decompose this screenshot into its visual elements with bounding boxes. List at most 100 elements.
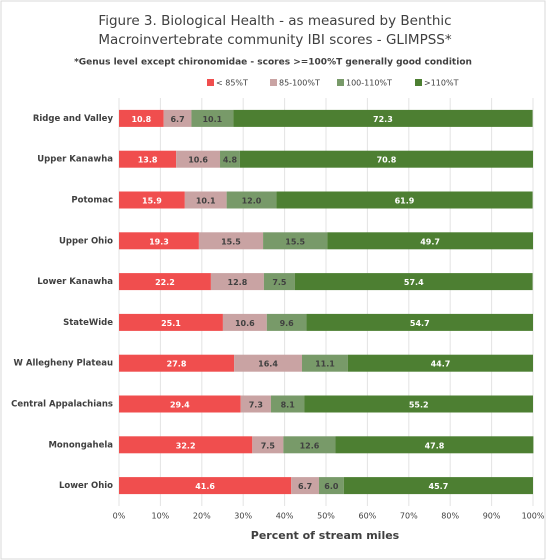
data-label: 32.2	[176, 441, 196, 450]
data-label: 6.7	[170, 115, 184, 124]
bar-segment	[263, 232, 328, 250]
bar-segment	[318, 477, 344, 495]
y-tick-label: StateWide	[63, 318, 113, 328]
x-tick-label: 90%	[483, 512, 501, 521]
bar-segment	[119, 395, 241, 413]
y-tick-label: W Allegheny Plateau	[14, 359, 113, 369]
data-label: 7.5	[261, 441, 276, 450]
bar-segment	[176, 150, 221, 168]
bar-segment	[306, 313, 533, 331]
x-tick-label: 80%	[441, 512, 459, 521]
y-tick-label: Monongahela	[48, 440, 113, 450]
data-label: 44.7	[431, 360, 451, 369]
bar-segment	[291, 477, 319, 495]
bar-segment	[335, 436, 534, 454]
bar-segment	[220, 150, 240, 168]
y-tick-label: Central Appalachians	[11, 400, 113, 410]
data-label: 25.1	[161, 319, 181, 328]
bar-segment	[343, 477, 533, 495]
data-label: 6.7	[298, 482, 312, 491]
data-label: 12.0	[242, 197, 262, 206]
data-label: 47.8	[425, 441, 445, 450]
legend-label: 100-110%T	[346, 79, 392, 88]
bar-segment	[233, 109, 533, 127]
data-label: 6.0	[324, 482, 339, 491]
data-label: 7.5	[272, 278, 287, 287]
bar-segment	[119, 150, 177, 168]
data-label: 49.7	[420, 237, 440, 246]
bar-segment	[283, 436, 336, 454]
bar-segment	[119, 477, 292, 495]
data-label: 7.3	[249, 401, 263, 410]
x-tick-label: 40%	[276, 512, 294, 521]
x-tick-label: 20%	[193, 512, 211, 521]
data-label: 15.9	[142, 197, 162, 206]
data-label: 13.8	[138, 156, 158, 165]
y-tick-label: Ridge and Valley	[33, 114, 114, 124]
data-label: 55.2	[409, 401, 429, 410]
bar-segment	[263, 273, 295, 291]
x-tick-label: 50%	[317, 512, 335, 521]
x-tick-label: 0%	[113, 512, 126, 521]
bar-segment	[119, 109, 164, 127]
data-label: 12.6	[300, 441, 320, 450]
bar-segment	[276, 191, 533, 209]
data-label: 16.4	[258, 360, 278, 369]
x-tick-label: 30%	[234, 512, 252, 521]
legend-swatch	[270, 79, 277, 86]
data-label: 10.1	[202, 115, 222, 124]
bar-segment	[119, 273, 211, 291]
data-label: 15.5	[221, 237, 241, 246]
data-label: 54.7	[410, 319, 430, 328]
data-label: 10.1	[196, 197, 216, 206]
bar-segment	[252, 436, 284, 454]
legend-label: >110%T	[424, 79, 459, 88]
data-label: 27.8	[167, 360, 187, 369]
data-label: 4.8	[223, 156, 238, 165]
bar-segment	[210, 273, 264, 291]
y-tick-label: Upper Kanawha	[37, 155, 113, 165]
legend-label: 85-100%T	[279, 79, 320, 88]
legend-swatch	[415, 79, 422, 86]
data-label: 41.6	[195, 482, 215, 491]
bar-segment	[198, 232, 264, 250]
bar-segment	[294, 273, 533, 291]
data-label: 10.6	[235, 319, 255, 328]
bar-segment	[234, 354, 302, 372]
y-tick-label: Potomac	[71, 196, 113, 206]
data-label: 10.6	[188, 156, 208, 165]
data-label: 12.8	[228, 278, 248, 287]
bar-segment	[163, 109, 192, 127]
bar-segment	[270, 395, 305, 413]
legend-swatch	[337, 79, 344, 86]
bar-segment	[119, 232, 199, 250]
bar-segment	[240, 395, 271, 413]
legend-label: < 85%T	[216, 79, 248, 88]
data-label: 8.1	[281, 401, 296, 410]
data-label: 9.6	[280, 319, 295, 328]
data-label: 19.3	[149, 237, 169, 246]
chart-title: Figure 3. Biological Health - as measure…	[98, 13, 452, 48]
data-label: 70.8	[377, 156, 397, 165]
bar-segment	[226, 191, 277, 209]
bar-segment	[239, 150, 533, 168]
bar-segment	[222, 313, 267, 331]
x-axis-label: Percent of stream miles	[251, 529, 400, 542]
bar-segment	[119, 313, 223, 331]
chart-subtitle: *Genus level except chironomidae - score…	[74, 58, 472, 68]
data-label: 45.7	[429, 482, 449, 491]
bar-segment	[184, 191, 227, 209]
x-tick-label: 10%	[152, 512, 170, 521]
y-tick-label: Lower Ohio	[59, 481, 113, 491]
data-label: 11.1	[315, 360, 335, 369]
data-label: 72.3	[373, 115, 393, 124]
data-label: 15.5	[285, 237, 305, 246]
data-label: 10.8	[131, 115, 151, 124]
bar-segment	[119, 191, 185, 209]
bar-segment	[266, 313, 307, 331]
bar-segment	[119, 436, 253, 454]
x-tick-label: 60%	[359, 512, 377, 521]
legend-swatch	[207, 79, 214, 86]
